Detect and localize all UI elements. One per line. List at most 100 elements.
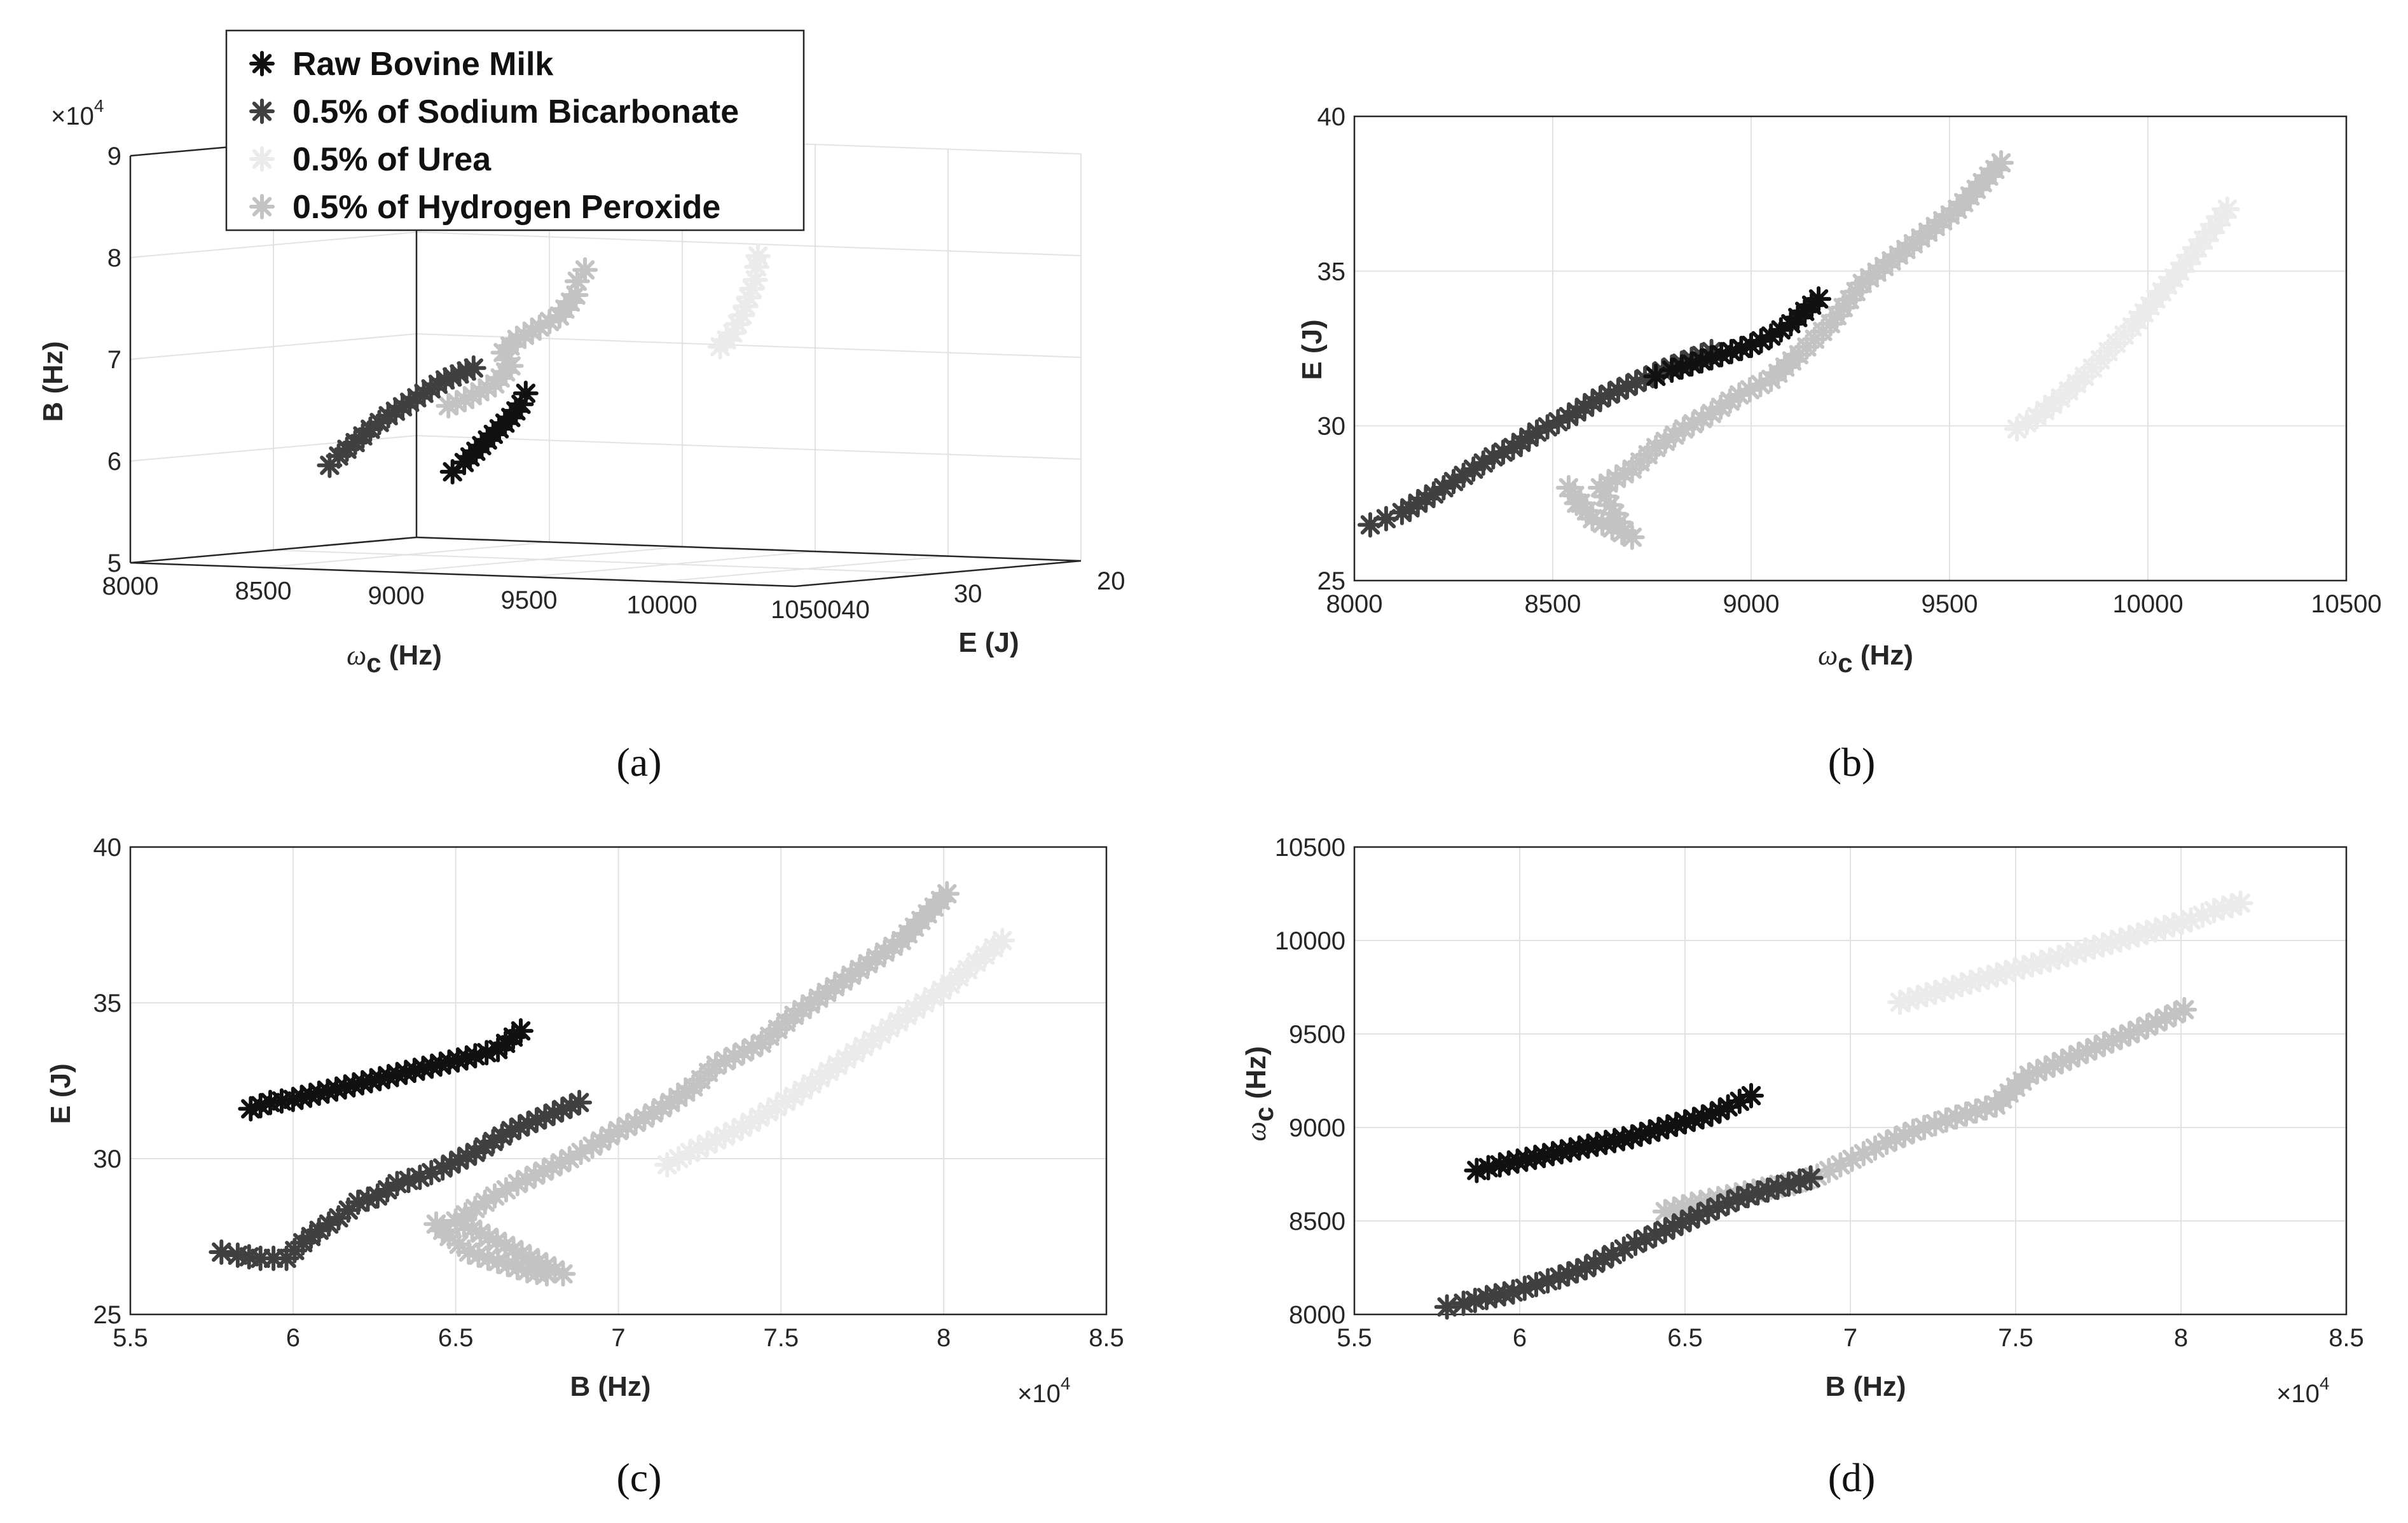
data-point bbox=[1524, 419, 1550, 445]
x-tick-label: 7.5 bbox=[1998, 1324, 2033, 1352]
data-point bbox=[437, 1151, 464, 1177]
panel-d: 5.5 6 6.5 7 7.5 8 8.5 8000 8500 9000 9500 10000 1050… bbox=[1241, 834, 2364, 1500]
data-point bbox=[2189, 902, 2215, 928]
data-point bbox=[1450, 1290, 1476, 1316]
y-tick-label: 9000 bbox=[1289, 1114, 1345, 1142]
data-point bbox=[1755, 1177, 1780, 1203]
data-point bbox=[511, 322, 537, 348]
data-point bbox=[446, 1231, 472, 1257]
data-point bbox=[1602, 500, 1628, 527]
data-point bbox=[2081, 934, 2107, 960]
data-point bbox=[1698, 401, 1724, 427]
data-point bbox=[1728, 336, 1754, 361]
data-point bbox=[2219, 893, 2245, 919]
data-point bbox=[549, 1096, 575, 1122]
data-point bbox=[507, 1114, 533, 1140]
data-point bbox=[2032, 1055, 2058, 1081]
panel-a-exponent: ×104 bbox=[51, 96, 104, 130]
data-point bbox=[443, 1208, 469, 1234]
data-point bbox=[1592, 483, 1618, 509]
data-point bbox=[1413, 486, 1439, 512]
data-point bbox=[623, 1109, 649, 1135]
data-point bbox=[472, 1189, 498, 1215]
data-point bbox=[1373, 506, 1399, 532]
data-point bbox=[934, 881, 960, 907]
data-point bbox=[532, 1103, 558, 1129]
data-point bbox=[1668, 354, 1695, 380]
data-point bbox=[730, 1039, 756, 1065]
data-point bbox=[1949, 972, 1975, 998]
data-point bbox=[238, 1096, 264, 1122]
data-point bbox=[1707, 1098, 1733, 1124]
series-bicarb bbox=[209, 1089, 593, 1271]
xlabel-omega: ω bbox=[347, 640, 366, 671]
data-point bbox=[1581, 1250, 1607, 1276]
data-point bbox=[2160, 912, 2186, 938]
3d-axes-box bbox=[129, 129, 1082, 588]
data-point bbox=[1891, 1122, 1917, 1148]
data-point bbox=[720, 1119, 746, 1145]
data-point bbox=[631, 1105, 657, 1131]
data-point bbox=[1943, 1104, 1969, 1130]
data-point bbox=[2028, 949, 2054, 975]
panel-b-plot: 8000 8500 9000 9500 10000 10500 25 30 35 40 bbox=[1318, 103, 2382, 618]
data-point bbox=[640, 1100, 666, 1126]
data-point bbox=[564, 268, 590, 294]
data-point bbox=[1597, 492, 1623, 518]
data-point bbox=[1643, 434, 1669, 460]
data-point bbox=[1798, 1165, 1824, 1191]
data-point bbox=[654, 1152, 680, 1178]
data-point bbox=[1663, 1112, 1689, 1138]
data-point bbox=[2227, 890, 2253, 916]
data-point bbox=[474, 375, 500, 401]
y-tick-label: 30 bbox=[93, 1145, 122, 1173]
data-point bbox=[1637, 1119, 1663, 1145]
series-peroxide bbox=[423, 881, 960, 1287]
data-point bbox=[498, 1117, 524, 1143]
legend-label: 0.5% of Urea bbox=[292, 141, 492, 178]
series-3d-peroxide bbox=[436, 257, 598, 419]
data-point bbox=[1652, 1199, 1678, 1225]
data-point bbox=[558, 1093, 584, 1119]
data-point bbox=[2171, 996, 2198, 1023]
data-point bbox=[1806, 286, 1832, 312]
data-point bbox=[542, 1257, 568, 1283]
data-point bbox=[341, 1072, 367, 1098]
panel-label-d: (d) bbox=[1828, 1455, 1876, 1500]
data-point bbox=[453, 1045, 479, 1071]
data-point bbox=[1611, 518, 1637, 544]
data-point bbox=[1619, 1124, 1645, 1150]
data-point bbox=[1555, 404, 1581, 430]
data-point bbox=[703, 1127, 729, 1153]
y-tick-label: 30 bbox=[954, 580, 982, 608]
legend-box bbox=[225, 29, 805, 231]
data-point bbox=[1904, 984, 1930, 1010]
data-point bbox=[515, 1110, 541, 1136]
panel-d-ylabel: ωc (Hz) bbox=[1241, 1046, 1279, 1141]
data-point bbox=[410, 1055, 436, 1081]
data-point bbox=[2201, 897, 2227, 923]
data-point bbox=[508, 1018, 533, 1044]
data-point bbox=[712, 1123, 738, 1149]
panel-c-exponent: ×104 bbox=[1017, 1374, 1070, 1408]
data-point bbox=[1670, 1194, 1696, 1220]
xlabel-subscript: c bbox=[366, 648, 381, 678]
data-point bbox=[1787, 1168, 1813, 1194]
data-point bbox=[1605, 377, 1631, 403]
data-point bbox=[539, 1154, 565, 1180]
data-point bbox=[495, 1251, 521, 1278]
legend-item: Raw Bovine Milk bbox=[249, 46, 553, 83]
x-tick-label: 8.5 bbox=[1089, 1324, 1124, 1352]
data-point bbox=[2107, 927, 2133, 953]
x-tick-label: 8000 bbox=[102, 572, 159, 600]
xlabel-unit: (Hz) bbox=[382, 640, 442, 671]
data-point bbox=[1662, 422, 1688, 448]
y-tick-label: 10500 bbox=[1275, 834, 1345, 862]
data-point bbox=[724, 311, 750, 337]
z-tick-label: 8 bbox=[107, 244, 121, 272]
data-point bbox=[1862, 1135, 1888, 1161]
legend-marker bbox=[249, 51, 275, 76]
panel-label-c: (c) bbox=[616, 1455, 661, 1500]
data-point bbox=[2089, 932, 2116, 958]
data-point bbox=[2091, 1031, 2117, 1057]
